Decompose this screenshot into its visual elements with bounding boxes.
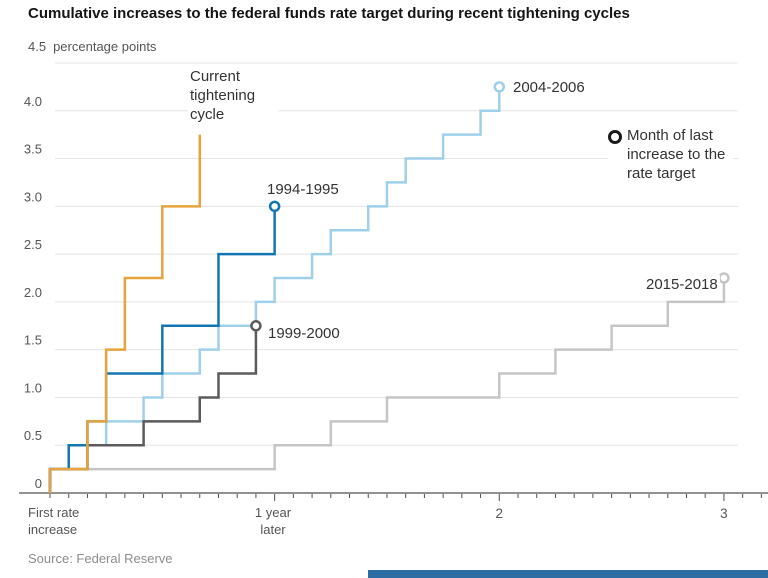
y-tick-label: 3.5 bbox=[24, 142, 42, 157]
x-tick-label-1-year-later: 1 year later bbox=[254, 505, 292, 537]
y-axis-unit: percentage points bbox=[53, 39, 157, 54]
x-tick-label: 3 bbox=[720, 506, 728, 521]
end-marker-2015-2018 bbox=[718, 272, 730, 284]
series-label-current-cycle: Current tightening cycle bbox=[188, 67, 278, 124]
legend-label: Month of last increase to the rate targe… bbox=[627, 127, 726, 182]
x-tick-label: 2 bbox=[496, 506, 504, 521]
end-marker-2004-2006 bbox=[493, 81, 506, 93]
y-axis-top-tick: 4.5 bbox=[28, 39, 47, 54]
end-marker-1994-1995 bbox=[268, 200, 281, 213]
last-increase-marker-icon bbox=[608, 130, 622, 144]
legend: Month of last increase to the rate targe… bbox=[608, 126, 733, 183]
series-label-2004-2006: 2004-2006 bbox=[511, 78, 587, 97]
source-note: Source: Federal Reserve bbox=[28, 551, 173, 566]
series-line-2004-2006 bbox=[48, 86, 501, 493]
series-line-2015-2018 bbox=[48, 277, 726, 493]
end-marker-1999-2000 bbox=[250, 320, 262, 332]
y-tick-label: 1.5 bbox=[24, 333, 42, 348]
series-label-1999-2000: 1999-2000 bbox=[266, 324, 342, 343]
x-tick-label-first-increase: First rate increase bbox=[28, 505, 80, 537]
y-tick-label: 4.0 bbox=[24, 94, 42, 109]
series-line-current-tightening-cycle bbox=[48, 134, 202, 493]
y-tick-label: 2.5 bbox=[24, 237, 42, 252]
y-tick-label: 3.0 bbox=[24, 189, 42, 204]
y-tick-label: 0 bbox=[35, 476, 42, 491]
series-label-2015-2018: 2015-2018 bbox=[644, 275, 720, 294]
y-tick-label: 0.5 bbox=[24, 428, 42, 443]
y-axis-caption: 4.5 percentage points bbox=[28, 39, 156, 54]
series-label-1994-1995: 1994-1995 bbox=[265, 180, 341, 199]
y-tick-label: 2.0 bbox=[24, 285, 42, 300]
y-tick-label: 1.0 bbox=[24, 380, 42, 395]
chart-title: Cumulative increases to the federal fund… bbox=[28, 5, 630, 22]
horizontal-scrollbar-thumb[interactable] bbox=[368, 570, 768, 578]
